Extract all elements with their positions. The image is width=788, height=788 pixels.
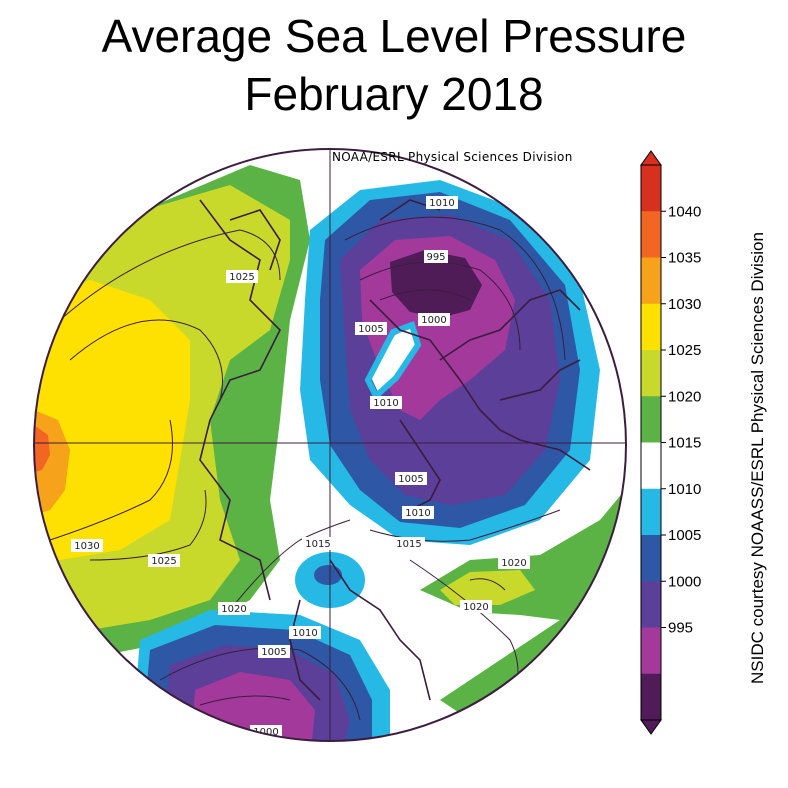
isobar-lines (49, 216, 566, 721)
colorbar-tick-label: 1020 (668, 388, 701, 405)
colorbar-ticks: 1040 1035 1030 1025 1020 1015 1010 1005 1000 995 (661, 203, 701, 637)
pressure-band-1020-east (420, 500, 626, 720)
pressure-band-1030 (34, 280, 190, 560)
colorbar-bottom-arrow (640, 719, 662, 735)
contour-label: 1010 (373, 398, 398, 409)
colorbar-tick-label: 995 (668, 620, 693, 637)
colorbar-band (641, 442, 661, 490)
colorbar-top-arrow (640, 150, 662, 166)
colorbar-band (641, 211, 661, 258)
pressure-band-1025-east (440, 570, 535, 605)
contour-label: 1020 (501, 558, 526, 569)
colorbar-tick-label: 1035 (668, 250, 701, 267)
colorbar-tick-label: 1040 (668, 203, 701, 220)
colorbar-band (641, 396, 661, 443)
map-frame-circle (33, 148, 627, 742)
contour-label: 1015 (396, 539, 421, 550)
colorbar-band (641, 673, 661, 721)
colorbar-tick-label: 1030 (668, 296, 701, 313)
contour-label: 1020 (221, 604, 246, 615)
colorbar-band (641, 627, 661, 675)
colorbar-band (641, 488, 661, 536)
contour-label: 1010 (292, 628, 317, 639)
contour-label: 1005 (358, 324, 383, 335)
contour-label: 1010 (429, 198, 454, 209)
colorbar-tick-label: 1000 (668, 573, 701, 590)
pressure-band-990-north (390, 250, 482, 318)
colorbar-band (641, 303, 661, 351)
contour-label: 1005 (261, 647, 286, 658)
colorbar-tick-label: 1025 (668, 342, 701, 359)
contour-label: 1030 (74, 541, 99, 552)
colorbar-band (641, 581, 661, 628)
coastlines (199, 199, 591, 701)
map-title-line1: Average Sea Level Pressure (101, 10, 687, 62)
map-credit-top: NOAA/ESRL Physical Sciences Division (332, 150, 573, 164)
side-credit: NSIDC courtesy NOAASS/ESRL Physical Scie… (748, 232, 767, 684)
colorbar-bands (640, 150, 662, 735)
colorbar-band (641, 165, 661, 212)
pressure-pocket-greenland (370, 328, 415, 392)
colorbar-tick-label: 1015 (668, 435, 701, 452)
contour-label: 1015 (305, 539, 330, 550)
colorbar-band (641, 257, 661, 305)
colorbar-tick-label: 1010 (668, 481, 701, 498)
colorbar-band (641, 350, 661, 397)
contour-label: 1025 (229, 272, 254, 283)
contour-labels: 1010 995 1000 1005 1010 1025 1005 1010 1… (71, 196, 530, 738)
colorbar-band (641, 535, 661, 582)
contour-label: 1000 (421, 315, 446, 326)
contour-label: 1010 (405, 508, 430, 519)
contour-label: 995 (426, 252, 445, 263)
contour-label: 1005 (398, 474, 423, 485)
pressure-band-small-low-core (314, 565, 342, 585)
contour-label: 1000 (253, 727, 278, 738)
pressure-band-1040 (34, 425, 50, 472)
colorbar-tick-label: 1005 (668, 527, 701, 544)
map-title-line2: February 2018 (244, 68, 544, 120)
contour-label: 1025 (151, 556, 176, 567)
contour-label: 1020 (463, 602, 488, 613)
